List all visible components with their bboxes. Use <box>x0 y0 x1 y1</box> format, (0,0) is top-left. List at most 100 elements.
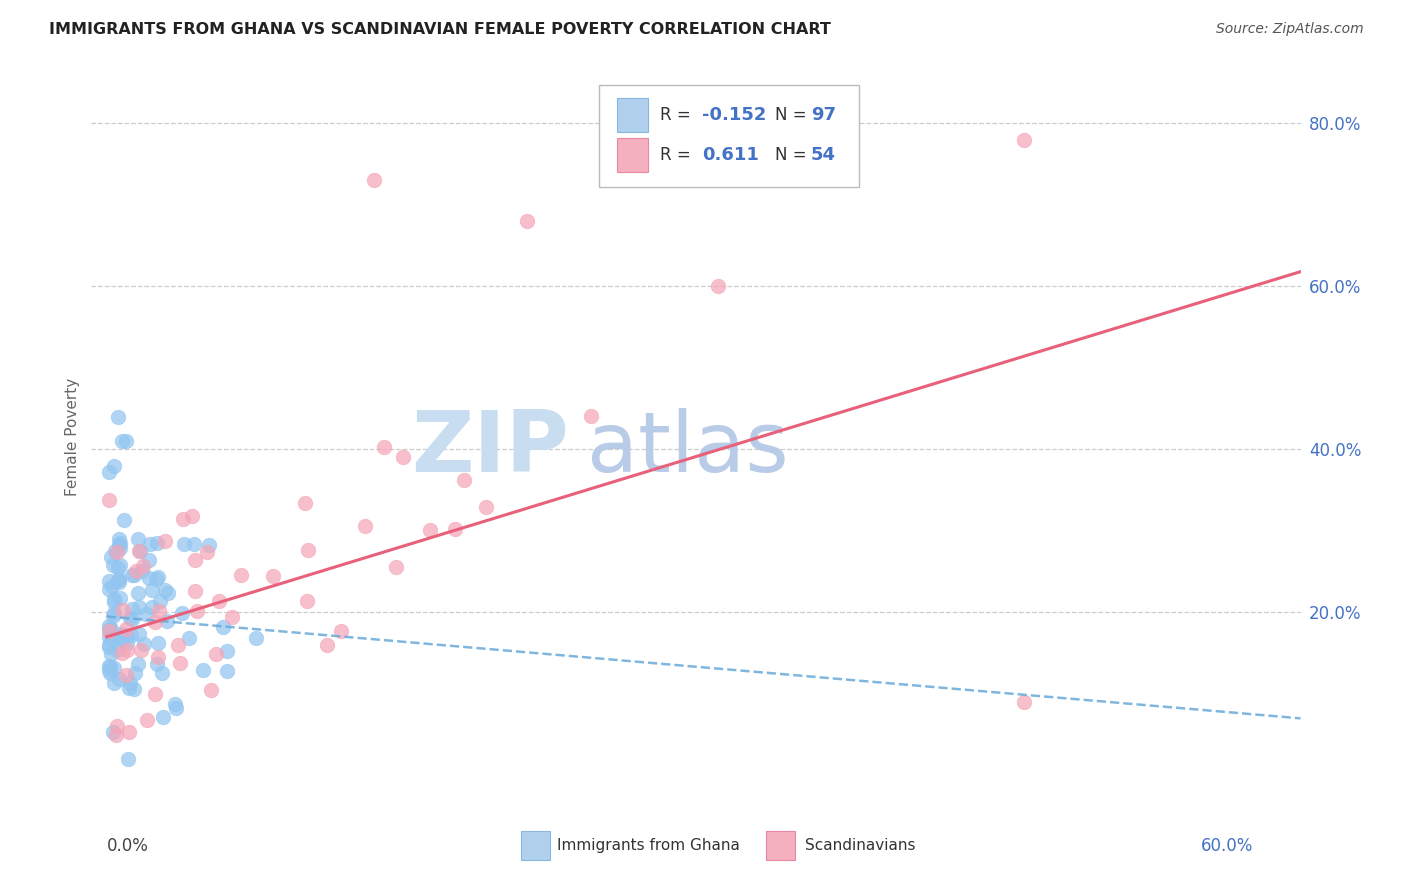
Text: N =: N = <box>775 106 811 124</box>
Point <box>111 646 134 660</box>
Point <box>122 681 145 696</box>
Point <box>101 608 124 623</box>
Point <box>170 606 193 620</box>
Point <box>121 567 143 582</box>
FancyBboxPatch shape <box>520 831 550 860</box>
Point <box>129 643 152 657</box>
Point <box>208 594 231 608</box>
Point <box>384 560 406 574</box>
Point <box>172 512 194 526</box>
Text: 0.611: 0.611 <box>702 146 759 164</box>
Point <box>146 636 169 650</box>
Point <box>132 558 155 573</box>
Point <box>98 664 121 678</box>
Point <box>103 660 125 674</box>
Point <box>453 473 475 487</box>
Point <box>131 564 153 578</box>
FancyBboxPatch shape <box>617 138 648 171</box>
Point <box>1012 132 1035 146</box>
Point <box>141 583 163 598</box>
Point <box>107 560 129 574</box>
Point <box>294 496 316 510</box>
Point <box>97 659 120 673</box>
Point <box>114 622 136 636</box>
Point <box>127 586 149 600</box>
Text: atlas: atlas <box>588 408 789 489</box>
Point <box>127 532 149 546</box>
Point <box>152 710 174 724</box>
Point <box>103 592 125 607</box>
Point <box>107 572 129 586</box>
Point <box>129 544 152 558</box>
Point <box>111 632 134 646</box>
Point <box>107 718 129 732</box>
Point <box>111 629 134 643</box>
Text: Scandinavians: Scandinavians <box>804 838 915 854</box>
Point <box>579 409 602 423</box>
Point <box>127 657 149 672</box>
Point <box>97 630 120 644</box>
Point <box>707 279 730 293</box>
Point <box>101 558 124 573</box>
Point <box>146 657 169 671</box>
FancyBboxPatch shape <box>617 98 648 131</box>
Point <box>173 537 195 551</box>
Point <box>128 544 150 558</box>
Point <box>198 538 221 552</box>
Point <box>108 558 131 572</box>
Point <box>141 600 163 615</box>
Point <box>195 545 218 559</box>
Point <box>103 632 125 647</box>
FancyBboxPatch shape <box>599 85 859 186</box>
Point <box>104 544 127 558</box>
Point <box>108 541 131 556</box>
Point <box>103 458 125 473</box>
Point <box>155 533 177 548</box>
Point <box>98 574 121 589</box>
Point <box>316 638 339 652</box>
Point <box>125 565 148 579</box>
Point <box>138 537 160 551</box>
Text: 0.0%: 0.0% <box>107 837 149 855</box>
Point <box>117 681 139 695</box>
Point <box>97 582 120 597</box>
Point <box>295 593 318 607</box>
Text: 54: 54 <box>811 146 835 164</box>
Point <box>146 570 169 584</box>
Point <box>115 636 138 650</box>
Point <box>181 508 204 523</box>
Point <box>98 624 121 639</box>
Point <box>179 632 201 646</box>
Point <box>121 612 143 626</box>
Point <box>211 620 233 634</box>
Point <box>108 532 131 546</box>
Point <box>101 725 124 739</box>
Point <box>108 591 131 606</box>
Point <box>105 728 128 742</box>
Point <box>107 538 129 552</box>
Point <box>100 549 122 564</box>
Point <box>143 688 166 702</box>
Point <box>184 553 207 567</box>
Point <box>146 536 169 550</box>
Point <box>98 660 121 674</box>
Point <box>157 586 180 600</box>
Text: IMMIGRANTS FROM GHANA VS SCANDINAVIAN FEMALE POVERTY CORRELATION CHART: IMMIGRANTS FROM GHANA VS SCANDINAVIAN FE… <box>49 22 831 37</box>
Point <box>98 666 121 681</box>
Point <box>135 713 157 727</box>
Text: 97: 97 <box>811 106 835 124</box>
Point <box>186 604 208 618</box>
Text: 60.0%: 60.0% <box>1201 837 1253 855</box>
Point <box>150 666 173 681</box>
Point <box>98 465 121 479</box>
Point <box>217 644 239 658</box>
Point <box>419 523 441 537</box>
Point <box>120 676 142 690</box>
Point <box>132 637 155 651</box>
Point <box>124 666 146 681</box>
Point <box>121 628 143 642</box>
Point <box>118 724 141 739</box>
Point <box>146 650 169 665</box>
Point <box>103 595 125 609</box>
Point <box>103 606 125 620</box>
